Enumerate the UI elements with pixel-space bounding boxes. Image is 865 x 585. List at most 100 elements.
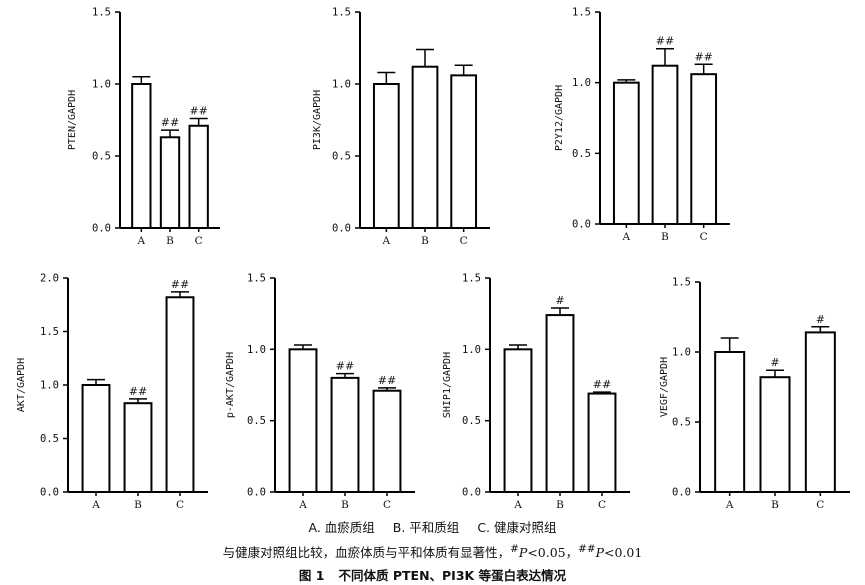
y-tick-label: 0.5 (332, 151, 351, 163)
x-tick-label: C (176, 499, 184, 511)
y-tick-label: 0.0 (247, 487, 266, 499)
y-tick-label: 1.5 (332, 7, 351, 19)
legend-b: B. 平和质组 (392, 520, 460, 535)
legend-c: C. 健康对照组 (477, 520, 557, 535)
bar (131, 83, 152, 229)
y-tick-label: 1.0 (462, 344, 481, 356)
x-tick-label: A (725, 499, 734, 511)
y-tick-label: 1.5 (40, 326, 59, 338)
y-tick-label: 0.5 (247, 415, 266, 427)
bar (188, 124, 209, 229)
note-main: 与健康对照组比较，血瘀体质与平和体质有显著性， (222, 545, 511, 560)
note-sig1-text: <0.05， (527, 545, 579, 560)
y-axis-label: P2Y12/GAPDH (554, 85, 565, 151)
x-tick-label: A (382, 235, 391, 247)
y-axis-label: PI3K/GAPDH (312, 90, 323, 150)
x-tick-label: C (383, 499, 391, 511)
figure-title: 图 1 不同体质 PTEN、PI3K 等蛋白表达情况 (0, 565, 865, 584)
y-tick-label: 1.0 (247, 344, 266, 356)
y-tick-label: 1.5 (92, 7, 111, 19)
y-tick-label: 1.0 (572, 77, 591, 89)
note-sig1-mark: # (510, 542, 519, 555)
bar (159, 136, 181, 229)
bar (330, 376, 360, 493)
bar (503, 348, 533, 494)
significance-note: 与健康对照组比较，血瘀体质与平和体质有显著性，#P<0.05，##P<0.01 (0, 542, 865, 561)
significance-mark: ## (656, 35, 674, 48)
significance-mark: # (770, 356, 779, 369)
figure-label: 图 1 (298, 568, 325, 583)
note-p1: P (518, 545, 528, 560)
x-tick-label: C (195, 235, 203, 247)
y-axis-label: PTEN/GAPDH (67, 90, 78, 150)
y-axis-label: p-AKT/GAPDH (225, 352, 236, 418)
bar (288, 348, 318, 494)
x-tick-label: A (137, 235, 146, 247)
y-tick-label: 0.0 (40, 487, 59, 499)
y-tick-label: 1.5 (462, 273, 481, 285)
x-tick-label: A (91, 499, 100, 511)
y-axis-label: SHIP1/GAPDH (442, 352, 453, 418)
y-tick-label: 0.5 (572, 148, 591, 160)
bar (81, 384, 111, 493)
bar (123, 402, 153, 493)
x-tick-label: B (134, 499, 142, 511)
significance-mark: ## (171, 278, 189, 291)
x-tick-label: C (700, 231, 708, 243)
bar (651, 64, 679, 225)
y-tick-label: 0.5 (40, 433, 59, 445)
y-tick-label: 1.5 (672, 277, 691, 289)
note-sig2-mark: ## (578, 542, 596, 555)
bar (411, 65, 439, 229)
significance-mark: # (555, 294, 564, 307)
y-axis-label: VEGF/GAPDH (659, 357, 670, 417)
note-sig2-text: <0.01 (604, 545, 643, 560)
y-tick-label: 0.0 (92, 223, 111, 235)
x-tick-label: C (816, 499, 824, 511)
y-tick-label: 0.0 (462, 487, 481, 499)
bar (165, 296, 195, 494)
y-tick-label: 1.0 (332, 79, 351, 91)
x-tick-label: B (661, 231, 669, 243)
y-tick-label: 1.0 (40, 380, 59, 392)
bar (372, 389, 402, 493)
significance-mark: ## (378, 374, 396, 387)
x-tick-label: B (771, 499, 779, 511)
x-tick-label: C (460, 235, 468, 247)
significance-mark: ## (694, 50, 712, 63)
x-tick-label: C (598, 499, 606, 511)
significance-mark: ## (161, 116, 179, 129)
bar (450, 74, 478, 229)
x-tick-label: A (513, 499, 522, 511)
x-tick-label: A (622, 231, 631, 243)
y-tick-label: 0.5 (92, 151, 111, 163)
y-tick-label: 1.0 (672, 347, 691, 359)
significance-mark: ## (189, 105, 207, 118)
y-tick-label: 0.5 (462, 415, 481, 427)
bar (612, 81, 640, 225)
y-tick-label: 2.0 (40, 273, 59, 285)
bar (545, 314, 575, 493)
bar (804, 331, 836, 493)
significance-mark: ## (593, 378, 611, 391)
y-tick-label: 1.0 (92, 79, 111, 91)
legend-a: A. 血瘀质组 (308, 520, 375, 535)
y-tick-label: 0.0 (332, 223, 351, 235)
x-tick-label: B (341, 499, 349, 511)
note-p2: P (595, 545, 605, 560)
significance-mark: # (816, 313, 825, 326)
y-tick-label: 1.5 (247, 273, 266, 285)
x-tick-label: A (298, 499, 307, 511)
y-tick-label: 0.0 (672, 487, 691, 499)
y-tick-label: 0.5 (672, 417, 691, 429)
bar (690, 73, 718, 226)
y-tick-label: 1.5 (572, 7, 591, 19)
x-tick-label: B (421, 235, 429, 247)
significance-mark: ## (336, 360, 354, 373)
significance-mark: ## (129, 385, 147, 398)
y-tick-label: 0.0 (572, 219, 591, 231)
x-tick-label: B (556, 499, 564, 511)
bar (372, 83, 400, 229)
group-legend: A. 血瘀质组 B. 平和质组 C. 健康对照组 (0, 517, 865, 536)
